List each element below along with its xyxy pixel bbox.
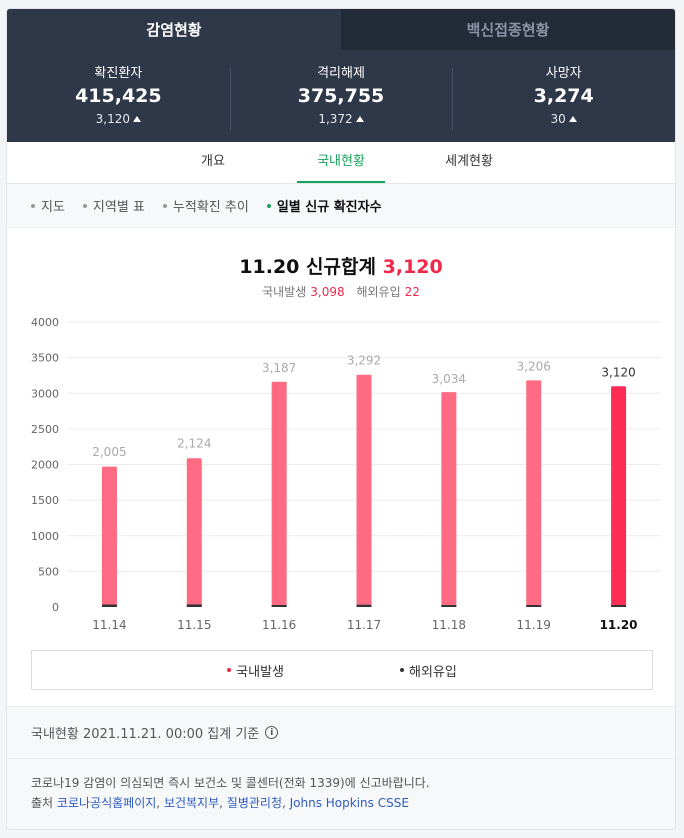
data-notice: 국내현황 2021.11.21. 00:00 집계 기준 i xyxy=(7,706,675,758)
bullet-icon xyxy=(82,203,87,208)
data-label: 3,034 xyxy=(432,372,466,386)
view-filters: 지도 지역별 표 누적확진 추이 일별 신규 확진자수 xyxy=(7,184,675,228)
x-tick-label: 11.17 xyxy=(347,618,381,632)
chart-headline: 11.20 신규합계 3,120 xyxy=(7,252,675,279)
headline-total: 3,120 xyxy=(382,256,443,278)
stat-value: 3,274 xyxy=(533,85,594,107)
legend-item-domestic[interactable]: 국내발생 xyxy=(227,661,284,680)
sub-navigation: 개요 국내현황 세계현황 xyxy=(7,142,675,184)
data-label: 3,206 xyxy=(517,360,551,374)
source-prefix: 출처 xyxy=(31,796,54,810)
bar-overseas xyxy=(101,604,117,607)
bullet-icon xyxy=(266,203,271,208)
headline-label: 신규합계 xyxy=(306,256,376,278)
bullet-icon xyxy=(31,203,35,208)
bar-domestic xyxy=(356,374,372,607)
stat-delta: 3,120 xyxy=(7,112,230,126)
stat-label: 사망자 xyxy=(545,66,582,81)
summary-header: 감염현황 백신접종현황 확진환자 415,425 3,120 격리해제 375,… xyxy=(7,9,675,142)
filter-daily-new[interactable]: 일별 신규 확진자수 xyxy=(266,196,382,215)
stat-released: 격리해제 375,755 1,372 xyxy=(229,62,453,142)
x-tick-label: 11.16 xyxy=(262,618,296,632)
domestic-label: 국내발생 xyxy=(262,285,307,299)
data-label: 3,120 xyxy=(601,366,635,380)
source-link-jhu[interactable]: Johns Hopkins CSSE xyxy=(289,796,409,810)
data-label: 2,124 xyxy=(177,437,211,451)
bar-overseas xyxy=(611,605,627,607)
bar-chart: 0 500 1000 1500 2000 2500 3000 3500 4000 2,005 11.… xyxy=(31,316,661,632)
daily-cases-chart: 11.20 신규합계 3,120 국내발생 3,098 해외유입 22 0 500 10… xyxy=(7,228,675,706)
x-tick-label: 11.14 xyxy=(92,618,126,632)
domestic-value: 3,098 xyxy=(310,285,345,299)
source-link-kdca[interactable]: 질병관리청 xyxy=(226,796,282,810)
y-tick-label: 4000 xyxy=(31,316,59,329)
stat-delta: 30 xyxy=(452,112,675,126)
x-tick-label: 11.20 xyxy=(600,618,638,632)
bar-overseas xyxy=(271,605,287,607)
bar-overseas xyxy=(186,604,202,607)
overseas-value: 22 xyxy=(404,285,420,299)
up-arrow-icon xyxy=(133,116,142,122)
stat-value: 375,755 xyxy=(297,85,385,107)
legend-dot-icon xyxy=(227,668,232,672)
up-arrow-icon xyxy=(355,116,364,122)
tab-infection-status[interactable]: 감염현황 xyxy=(7,9,341,50)
y-tick-label: 3500 xyxy=(31,352,59,365)
bar-domestic xyxy=(611,386,627,607)
headline-date: 11.20 xyxy=(239,256,300,278)
bar-overseas xyxy=(356,604,372,607)
bar-overseas xyxy=(441,605,457,607)
y-tick-label: 1000 xyxy=(31,530,59,543)
filter-cumulative-trend[interactable]: 누적확진 추이 xyxy=(162,196,249,215)
legend-item-overseas[interactable]: 해외유입 xyxy=(400,661,457,680)
covid-status-card: 감염현황 백신접종현황 확진환자 415,425 3,120 격리해제 375,… xyxy=(6,8,676,830)
chart-legend: 국내발생 해외유입 xyxy=(31,650,653,690)
main-tabs: 감염현황 백신접종현황 xyxy=(7,9,675,50)
source-link-mohw[interactable]: 보건복지부 xyxy=(163,796,220,810)
chart-breakdown: 국내발생 3,098 해외유입 22 xyxy=(7,283,675,300)
stat-label: 격리해제 xyxy=(317,66,365,81)
legend-dot-icon xyxy=(400,668,404,672)
subnav-overview[interactable]: 개요 xyxy=(201,154,225,169)
y-tick-label: 0 xyxy=(52,601,59,614)
x-tick-label: 11.15 xyxy=(177,618,211,632)
bar-overseas xyxy=(526,605,542,607)
stats-row: 확진환자 415,425 3,120 격리해제 375,755 1,372 사망… xyxy=(7,50,675,142)
source-link-official[interactable]: 코로나공식홈페이지 xyxy=(56,796,157,810)
y-tick-label: 2000 xyxy=(31,459,59,472)
y-tick-label: 3000 xyxy=(31,387,59,400)
footer: 코로나19 감염이 의심되면 즉시 보건소 및 콜센터(전화 1339)에 신고… xyxy=(7,758,675,829)
stat-deaths: 사망자 3,274 30 xyxy=(452,62,675,142)
data-label: 3,187 xyxy=(262,361,296,375)
bullet-icon xyxy=(162,203,167,208)
bar-domestic xyxy=(441,392,457,607)
y-tick-label: 1500 xyxy=(31,494,59,507)
tab-vaccination-status[interactable]: 백신접종현황 xyxy=(341,9,675,50)
bar-domestic xyxy=(101,466,117,607)
bar-domestic xyxy=(526,380,542,607)
up-arrow-icon xyxy=(568,116,577,122)
overseas-label: 해외유입 xyxy=(356,285,401,299)
data-label: 2,005 xyxy=(92,445,126,459)
stat-confirmed: 확진환자 415,425 3,120 xyxy=(7,62,230,142)
x-tick-label: 11.18 xyxy=(432,618,466,632)
filter-map[interactable]: 지도 xyxy=(31,196,65,215)
data-label: 3,292 xyxy=(347,353,381,367)
bar-domestic xyxy=(186,458,202,607)
x-tick-label: 11.19 xyxy=(517,618,551,632)
footer-report-text: 코로나19 감염이 의심되면 즉시 보건소 및 콜센터(전화 1339)에 신고… xyxy=(31,776,430,790)
y-tick-label: 500 xyxy=(38,565,59,578)
stat-label: 확진환자 xyxy=(94,66,143,81)
filter-region-table[interactable]: 지역별 표 xyxy=(82,196,145,215)
info-icon[interactable]: i xyxy=(265,726,279,739)
notice-text: 국내현황 2021.11.21. 00:00 집계 기준 xyxy=(31,727,260,742)
stat-delta: 1,372 xyxy=(230,112,453,126)
y-tick-label: 2500 xyxy=(31,423,59,436)
subnav-world[interactable]: 세계현황 xyxy=(445,154,493,169)
subnav-domestic[interactable]: 국내현황 xyxy=(297,142,385,183)
bar-domestic xyxy=(271,381,287,607)
footer-sources: 출처 코로나공식홈페이지, 보건복지부, 질병관리청, Johns Hopkin… xyxy=(31,796,409,810)
stat-value: 415,425 xyxy=(75,85,162,107)
